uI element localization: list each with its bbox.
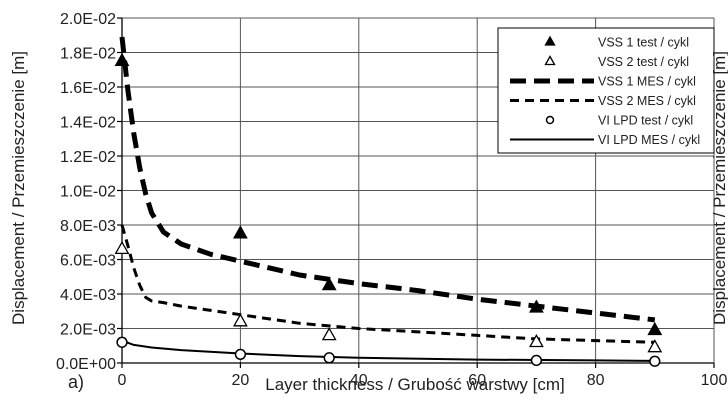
data-point-vss-2-test-cykl [232, 313, 248, 327]
legend-box [497, 27, 715, 154]
x-tick-label: 0 [118, 372, 127, 389]
y-tick-label: 6.0E-03 [60, 253, 116, 270]
legend: VSS 1 test / cykl VSS 2 test / cykl VSS 1 … [497, 27, 715, 154]
legend-label: VI LPD MES / cykl [598, 133, 700, 147]
x-tick-label: 40 [350, 372, 368, 389]
y-tick-label: 1.2E-02 [60, 149, 116, 166]
data-point-vss-1-test-cykl [647, 321, 663, 336]
x-tick-label: 60 [468, 372, 486, 389]
axes-layer [117, 17, 715, 368]
legend-marker [545, 115, 555, 125]
data-point-vss-2-test-cykl [647, 339, 663, 353]
data-point-vss-1-test-cykl [528, 299, 544, 313]
series-line-vss-2-mes-cykl [120, 224, 655, 344]
right-y-axis-title: Displacement / Przemieszczenie [m] [710, 51, 728, 325]
y-axis-title: Displacement / Przemieszczenie [m] [9, 51, 28, 325]
data-point-vi-lpd-test-cykl [649, 355, 661, 367]
legend-label: VSS 1 test / cykl [598, 36, 689, 50]
y-tick-label: 8.0E-03 [60, 218, 116, 235]
series-layer [114, 36, 663, 367]
panel-label: a) [68, 372, 84, 392]
data-point-vss-2-test-cykl [528, 333, 544, 348]
y-tick-label: 1.6E-02 [60, 80, 116, 97]
x-tick-label: 100 [701, 372, 728, 389]
data-point-vi-lpd-test-cykl [323, 352, 335, 364]
data-point-vss-2-test-cykl [321, 327, 337, 341]
legend-label: VI LPD test / cykl [598, 114, 693, 128]
ticks-layer: 0.0E+00 2.0E-03 4.0E-03 6.0E-03 8.0E-03 1.0E-… [56, 11, 728, 389]
x-tick-label: 80 [587, 372, 605, 389]
y-tick-label: 1.8E-02 [60, 46, 116, 63]
x-axis-title: Layer thickness / Grubość warstwy [cm] [265, 375, 564, 394]
grid-layer [122, 17, 715, 363]
y-tick-label: 0.0E+00 [56, 356, 116, 373]
y-tick-label: 2.0E-02 [60, 11, 116, 28]
y-tick-label: 1.4E-02 [60, 115, 116, 132]
y-tick-label: 1.0E-02 [60, 184, 116, 201]
data-point-vss-1-test-cykl [232, 225, 248, 239]
series-line-vi-lpd-mes-cykl [121, 339, 655, 362]
data-point-vi-lpd-test-cykl [116, 336, 128, 348]
x-tick-label: 20 [232, 372, 250, 389]
y-tick-label: 2.0E-03 [60, 322, 116, 339]
legend-marker [544, 55, 556, 66]
data-point-vi-lpd-test-cykl [234, 348, 247, 361]
legend-label: VSS 1 MES / cykl [598, 75, 696, 89]
data-point-vss-1-test-cykl [321, 277, 337, 291]
legend-marker [544, 35, 556, 46]
data-point-vss-2-test-cykl [114, 240, 130, 255]
series-line-vss-1-mes-cykl [119, 36, 656, 323]
legend-label: VSS 2 test / cykl [598, 55, 689, 69]
legend-label: VSS 2 MES / cykl [598, 94, 696, 108]
data-point-vss-1-test-cykl [114, 52, 130, 66]
data-point-vi-lpd-test-cykl [530, 354, 543, 367]
y-tick-label: 4.0E-03 [60, 287, 116, 304]
